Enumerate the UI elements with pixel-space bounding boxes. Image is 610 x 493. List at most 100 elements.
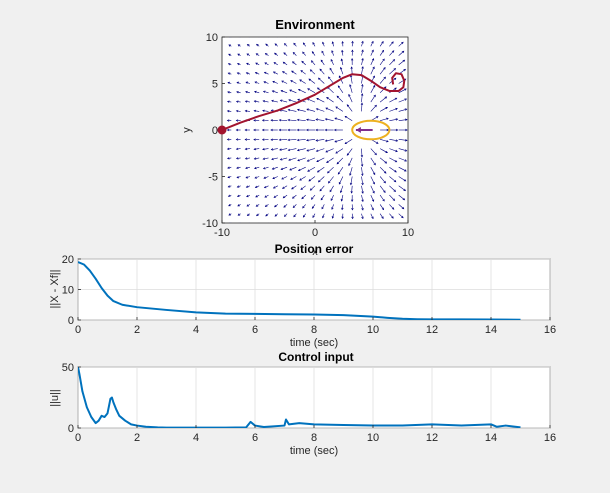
vector-arrow-head [266,223,268,225]
vector-arrow-head [306,138,309,142]
vector-arrow-head [261,119,265,122]
vector-arrow [236,148,241,150]
vector-arrow-head [411,43,413,45]
vector-arrow-head [374,152,377,156]
vector-arrow-head [253,100,257,103]
vector-arrow [346,104,353,112]
vector-arrow [389,59,395,66]
vector-arrow [306,148,316,152]
vector-arrow [307,88,316,94]
position-error-title: Position error [275,242,354,256]
vector-arrow [307,98,316,103]
vector-arrow [316,98,325,103]
vector-arrow-head [253,128,256,132]
vector-arrow [389,213,394,219]
vector-arrow-head [403,188,406,192]
vector-arrow [246,185,251,188]
vector-arrow-head [255,53,259,56]
control-input-tick-labels: 0 2 4 6 8 10 12 14 16 0 50 [62,362,556,444]
vector-arrow-head [405,118,408,121]
vector-arrow-head [245,81,249,84]
vector-arrow [222,101,223,103]
vector-arrow-head [395,149,398,153]
vector-arrow-head [219,157,221,159]
vector-arrow-head [349,182,353,186]
vector-arrow [379,185,386,193]
vector-arrow [336,95,344,103]
control-input-xtick-label: 6 [252,432,258,444]
vector-arrow-head [282,186,285,189]
vector-arrow-head [297,88,301,92]
vector-arrow-head [411,216,413,218]
vector-arrow-head [235,128,239,132]
vector-arrow-head [302,205,305,209]
vector-arrow-head [296,148,300,152]
vector-arrow [263,166,269,170]
vector-arrow [322,42,325,47]
vector-arrow [263,90,269,94]
vector-arrow [302,51,306,56]
vector-arrow [398,41,404,47]
vector-arrow [407,111,408,112]
vector-arrow-head [226,119,230,122]
vector-arrow [317,166,325,173]
control-input-xtick-label: 12 [426,432,438,444]
vector-arrow-head [332,225,334,227]
vector-arrow [245,176,250,179]
trajectory-line [222,72,406,131]
vector-arrow-head [315,128,318,132]
vector-arrow [361,58,364,65]
vector-arrow-head [373,94,376,98]
vector-arrow [283,204,288,208]
vector-arrow-head [413,70,415,72]
vector-arrow [398,37,400,38]
vector-arrow [316,108,325,112]
vector-arrow-head [346,104,350,107]
vector-arrow [245,100,250,103]
vector-arrow-head [235,157,239,160]
control-input-xtick-label: 8 [311,432,317,444]
vector-arrow [336,157,344,165]
position-error-xtick-label: 2 [134,324,140,336]
vector-arrow [298,166,306,171]
vector-arrow [306,119,316,121]
vector-arrow-head [342,226,344,228]
vector-arrow [380,37,381,38]
vector-arrow-head [395,139,399,142]
vector-arrow-head [341,40,344,44]
vector-arrow-head [373,162,376,166]
vector-arrow [282,185,288,189]
vector-arrow-head [383,67,386,70]
vector-arrow-head [219,73,221,75]
position-error-xtick-label: 8 [311,324,317,336]
vector-arrow [314,37,315,38]
vector-arrow-head [414,159,416,161]
vector-arrow-head [271,157,274,161]
vector-arrow-head [371,49,374,53]
vector-arrow [344,139,353,144]
vector-arrow [280,90,288,94]
vector-arrow-head [402,59,406,63]
environment-xtick-label: 10 [402,227,414,239]
vector-arrow [303,42,306,47]
vector-arrow [370,58,374,66]
vector-arrow-head [395,128,399,132]
vector-arrow [297,139,306,141]
environment-ytick-label: -10 [202,218,218,230]
vector-arrow-head [287,148,291,152]
vector-arrow-head [404,108,408,111]
vector-arrow-head [371,33,373,35]
vector-arrow [264,194,269,198]
vector-arrow-head [350,191,353,194]
vector-arrow-head [235,119,239,122]
vector-arrow-head [279,99,283,102]
vector-arrow-head [306,159,310,162]
vector-arrow-head [376,141,379,144]
vector-arrow [379,176,386,184]
vector-arrow-head [228,213,231,216]
vector-arrow-head [340,198,344,202]
position-error-series [78,261,521,320]
vector-arrow-head [304,224,306,226]
vector-arrow-head [263,176,266,179]
vector-arrow [361,167,363,176]
